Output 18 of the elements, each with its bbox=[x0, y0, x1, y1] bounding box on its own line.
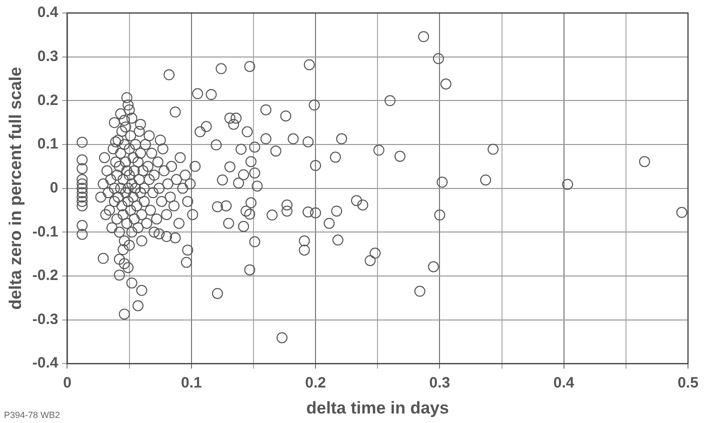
y-tick-label: -0.2 bbox=[32, 267, 58, 284]
x-axis-title: delta time in days bbox=[306, 398, 449, 418]
y-axis-title: delta zero in percent full scale bbox=[6, 66, 25, 310]
text: P394-78 WB2 bbox=[4, 410, 60, 421]
x-tick-label: 0.1 bbox=[180, 374, 202, 392]
y-tick-label: 0 bbox=[50, 179, 58, 196]
y-tick-label: -0.1 bbox=[32, 223, 58, 240]
y-tick-label: -0.4 bbox=[32, 354, 59, 372]
x-tick-label: 0.2 bbox=[305, 374, 326, 392]
x-tick-label: 0.3 bbox=[429, 374, 450, 392]
y-tick-label: 0.1 bbox=[37, 136, 58, 153]
y-tick-label: 0.4 bbox=[37, 4, 59, 22]
y-tick-label: 0.2 bbox=[37, 92, 58, 109]
x-tick-label: 0 bbox=[63, 374, 72, 392]
x-tick-label: 0.4 bbox=[553, 374, 575, 392]
y-tick-label: 0.3 bbox=[37, 48, 58, 65]
y-tick-label: -0.3 bbox=[32, 310, 58, 328]
x-tick-label: 0.5 bbox=[678, 374, 698, 392]
